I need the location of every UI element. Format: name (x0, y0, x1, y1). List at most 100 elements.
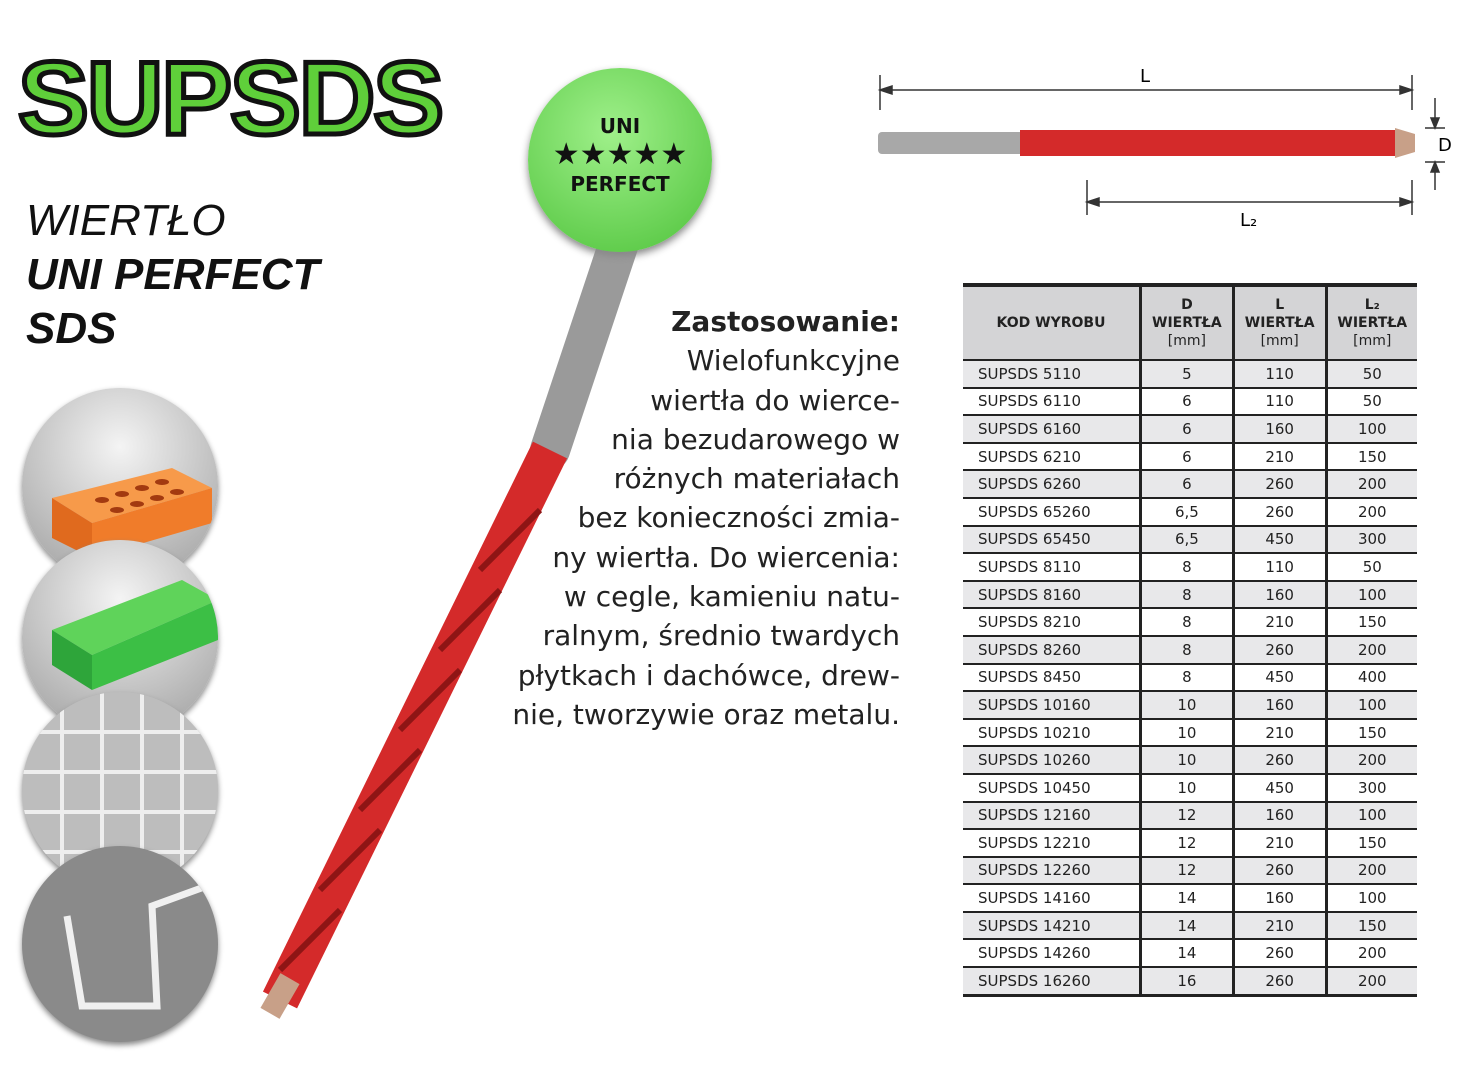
table-row: SUPSDS 12160 12 160 100 (963, 800, 1417, 830)
badge-bottom: PERFECT (570, 172, 670, 196)
table-cell: 150 (1324, 607, 1417, 636)
title-line-2: UNI PERFECT (26, 250, 320, 299)
table-cell: 10 (1139, 717, 1234, 747)
table-cell: 260 (1231, 938, 1327, 968)
table-cell: 8 (1139, 552, 1234, 581)
table-cell: 210 (1231, 910, 1327, 940)
description-line: ralnym, średnio twardych (542, 619, 900, 653)
uni-perfect-badge: UNI ★★★★★ PERFECT (528, 68, 712, 252)
table-cell: SUPSDS 10260 (963, 745, 1141, 774)
table-cell: 200 (1324, 938, 1417, 968)
table-cell: SUPSDS 6210 (963, 441, 1141, 471)
table-row: SUPSDS 16260 16 260 200 (963, 966, 1417, 996)
description-line: nie, tworzywie oraz metalu. (512, 697, 900, 731)
table-cell: SUPSDS 12160 (963, 800, 1141, 830)
table-cell: 160 (1231, 579, 1327, 609)
table-cell: SUPSDS 6110 (963, 386, 1141, 416)
table-row: SUPSDS 10160 10 160 100 (963, 690, 1417, 719)
table-cell: 110 (1231, 552, 1327, 581)
table-cell: SUPSDS 6260 (963, 469, 1141, 498)
table-cell: 8 (1139, 634, 1234, 664)
badge-top: UNI (599, 114, 641, 138)
description-line: płytkach i dachówce, drew- (517, 658, 900, 692)
table-cell: 100 (1324, 800, 1417, 830)
table-row: SUPSDS 14210 14 210 150 (963, 910, 1417, 940)
table-row: SUPSDS 12260 12 260 200 (963, 855, 1417, 885)
description-line: bez konieczności zmia- (577, 501, 900, 535)
table-cell: 260 (1231, 469, 1327, 498)
table-cell: 110 (1231, 359, 1327, 388)
column-header: L WIERTŁA [mm] (1231, 285, 1327, 360)
brand-logo: SUPSDS (15, 39, 446, 160)
table-cell: SUPSDS 10160 (963, 690, 1141, 719)
description-line: w cegle, kamieniu natu- (563, 580, 900, 614)
table-row: SUPSDS 10210 10 210 150 (963, 717, 1417, 747)
table-cell: 14 (1139, 910, 1234, 940)
table-row: SUPSDS 14260 14 260 200 (963, 938, 1417, 968)
table-cell: 260 (1231, 745, 1327, 774)
table-cell: 200 (1324, 966, 1417, 996)
table-cell: 12 (1139, 855, 1234, 885)
table-cell: 16 (1139, 966, 1234, 996)
table-row: SUPSDS 5110 5 110 50 (963, 359, 1417, 388)
table-cell: SUPSDS 10450 (963, 772, 1141, 802)
table-row: SUPSDS 6160 6 160 100 (963, 414, 1417, 443)
product-table: KOD WYROBU D WIERTŁA [mm] L WIERTŁA [mm] L₂ WIER… (963, 283, 1417, 997)
table-cell: 160 (1231, 883, 1327, 912)
table-cell: 200 (1324, 745, 1417, 774)
table-cell: SUPSDS 14260 (963, 938, 1141, 968)
description: Zastosowanie: Wielofunkcyjne wiertła do … (480, 302, 900, 734)
table-cell: 100 (1324, 883, 1417, 912)
table-cell: 260 (1231, 634, 1327, 664)
table-cell: 8 (1139, 579, 1234, 609)
table-row: SUPSDS 10450 10 450 300 (963, 772, 1417, 802)
table-cell: 10 (1139, 745, 1234, 774)
dim-L-label: L (1140, 66, 1150, 87)
table-cell: SUPSDS 65450 (963, 524, 1141, 554)
table-cell: 8 (1139, 607, 1234, 636)
table-cell: 100 (1324, 579, 1417, 609)
table-cell: SUPSDS 10210 (963, 717, 1141, 747)
dimension-diagram: L L₂ D (877, 66, 1452, 231)
table-cell: 200 (1324, 469, 1417, 498)
table-row: SUPSDS 12210 12 210 150 (963, 828, 1417, 857)
table-cell: 260 (1231, 966, 1327, 996)
description-line: nia bezudarowego w (611, 422, 900, 456)
description-line: różnych materiałach (613, 462, 900, 496)
table-cell: 210 (1231, 607, 1327, 636)
table-cell: 6 (1139, 469, 1234, 498)
description-heading: Zastosowanie: (671, 305, 900, 338)
table-cell: 100 (1324, 690, 1417, 719)
title-line-3: SDS (26, 304, 117, 353)
drill-image (260, 220, 640, 1019)
table-cell: SUPSDS 12210 (963, 828, 1141, 857)
column-header: L₂ WIERTŁA [mm] (1324, 285, 1417, 360)
table-cell: 200 (1324, 855, 1417, 885)
brick-icon (22, 388, 218, 584)
table-cell: 160 (1231, 690, 1327, 719)
table-cell: 300 (1324, 772, 1417, 802)
table-cell: 50 (1324, 386, 1417, 416)
table-cell: 12 (1139, 800, 1234, 830)
column-header: D WIERTŁA [mm] (1139, 285, 1234, 360)
table-cell: 400 (1324, 662, 1417, 692)
table-cell: SUPSDS 8450 (963, 662, 1141, 692)
table-cell: 450 (1231, 524, 1327, 554)
table-cell: 8 (1139, 662, 1234, 692)
table-cell: 50 (1324, 359, 1417, 388)
table-row: SUPSDS 65260 6,5 260 200 (963, 496, 1417, 526)
metal-profile-icon (22, 846, 218, 1042)
table-cell: 14 (1139, 883, 1234, 912)
table-cell: 50 (1324, 552, 1417, 581)
table-cell: 6,5 (1139, 524, 1234, 554)
title-line-1: WIERTŁO (26, 196, 226, 245)
table-row: SUPSDS 14160 14 160 100 (963, 883, 1417, 912)
table-cell: 6 (1139, 386, 1234, 416)
table-cell: SUPSDS 5110 (963, 359, 1141, 388)
table-cell: 150 (1324, 717, 1417, 747)
table-cell: SUPSDS 65260 (963, 496, 1141, 526)
table-row: SUPSDS 65450 6,5 450 300 (963, 524, 1417, 554)
description-line: Wielofunkcyjne (686, 344, 900, 378)
table-row: SUPSDS 6260 6 260 200 (963, 469, 1417, 498)
table-cell: 10 (1139, 690, 1234, 719)
